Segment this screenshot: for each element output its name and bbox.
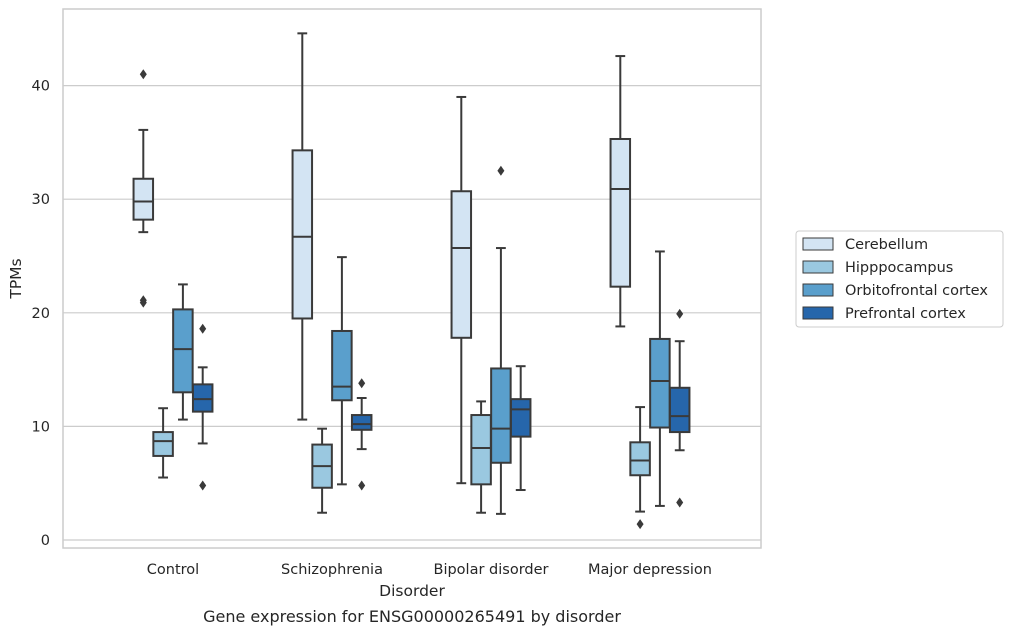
legend-label: Cerebellum	[845, 237, 928, 253]
box-groups	[132, 32, 691, 530]
x-tick-label: Bipolar disorder	[434, 562, 549, 578]
y-tick-label: 0	[41, 533, 50, 549]
grid-lines	[63, 84, 761, 541]
plot-frame	[62, 8, 762, 549]
legend-swatch	[802, 260, 834, 274]
y-axis-label: TPMs	[7, 258, 25, 299]
outlier-point	[199, 480, 207, 491]
legend-label: Orbitofrontal cortex	[845, 283, 988, 299]
box-iqr	[490, 367, 512, 464]
legend-frame	[795, 230, 1004, 328]
chart-caption: Gene expression for ENSG00000265491 by d…	[203, 607, 621, 626]
legend-swatch	[802, 283, 834, 297]
legend-label: Prefrontal cortex	[845, 306, 966, 322]
y-tick-label: 30	[32, 192, 50, 208]
box-iqr	[509, 398, 532, 438]
outlier-point	[676, 497, 684, 508]
box-iqr	[191, 383, 214, 413]
outlier-point	[358, 480, 366, 491]
outlier-point	[676, 308, 684, 319]
box	[668, 308, 691, 508]
box	[509, 365, 532, 492]
box-iqr	[629, 441, 651, 477]
legend-label: Hipppocampus	[845, 260, 953, 276]
outlier-point	[199, 323, 207, 334]
outlier-point	[497, 165, 505, 176]
box	[132, 69, 155, 308]
x-axis-ticks: Control Schizophrenia Bipolar disorder Majo…	[147, 562, 712, 578]
x-tick-label: Major depression	[588, 562, 712, 578]
box	[350, 378, 373, 491]
box-iqr	[331, 329, 353, 402]
box	[172, 283, 194, 421]
box-iqr	[668, 386, 691, 434]
box	[331, 256, 353, 486]
box	[470, 400, 492, 514]
box	[629, 406, 651, 530]
outlier-point	[636, 519, 644, 530]
y-axis-ticks: 0 10 20 30 40	[32, 79, 50, 549]
box	[152, 407, 174, 479]
outlier-point	[139, 69, 147, 80]
legend: Cerebellum Hipppocampus Orbitofrontal cort…	[795, 230, 1004, 328]
legend-swatch	[802, 306, 834, 320]
y-tick-label: 20	[32, 306, 50, 322]
y-tick-label: 10	[32, 419, 50, 435]
box-iqr	[649, 337, 671, 429]
legend-swatch	[802, 237, 834, 251]
box	[649, 250, 671, 507]
box-iqr	[609, 137, 632, 288]
box-iqr	[470, 414, 492, 486]
x-axis-label: Disorder	[379, 582, 445, 600]
y-tick-label: 40	[32, 79, 50, 95]
box	[311, 427, 333, 514]
box-iqr	[132, 177, 155, 221]
box-iqr	[172, 308, 194, 394]
box-iqr	[350, 414, 373, 431]
outlier-point	[139, 297, 147, 308]
box	[291, 32, 314, 421]
x-tick-label: Schizophrenia	[281, 562, 383, 578]
box-iqr	[291, 149, 314, 320]
box-iqr	[450, 190, 473, 339]
box	[450, 95, 473, 485]
box-iqr	[152, 431, 174, 457]
x-tick-label: Control	[147, 562, 199, 578]
box	[490, 165, 512, 515]
box	[609, 55, 632, 328]
outlier-point	[358, 378, 366, 389]
box	[191, 323, 214, 491]
